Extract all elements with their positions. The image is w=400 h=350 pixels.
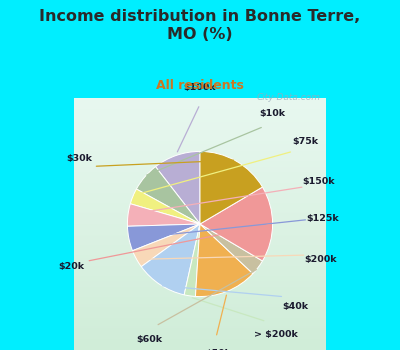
Text: $50k: $50k	[205, 349, 231, 350]
Text: $200k: $200k	[305, 255, 337, 264]
Wedge shape	[136, 167, 200, 224]
Wedge shape	[130, 189, 200, 224]
Text: All residents: All residents	[156, 79, 244, 92]
Wedge shape	[196, 224, 253, 296]
Text: $75k: $75k	[293, 137, 319, 146]
Wedge shape	[128, 224, 200, 251]
Wedge shape	[200, 152, 262, 224]
Wedge shape	[200, 224, 262, 274]
Text: $10k: $10k	[260, 108, 286, 118]
Text: $30k: $30k	[66, 154, 92, 163]
Text: $60k: $60k	[136, 335, 163, 344]
Wedge shape	[156, 152, 200, 224]
Text: $40k: $40k	[283, 302, 309, 311]
Text: > $200k: > $200k	[254, 330, 298, 340]
Wedge shape	[200, 187, 272, 261]
Wedge shape	[132, 224, 200, 267]
Text: $100k: $100k	[184, 83, 216, 92]
Text: $125k: $125k	[307, 215, 339, 223]
Wedge shape	[184, 224, 200, 296]
Text: $20k: $20k	[58, 262, 84, 271]
Text: City-Data.com: City-Data.com	[257, 93, 321, 103]
Text: $150k: $150k	[303, 177, 335, 186]
Text: Income distribution in Bonne Terre,
MO (%): Income distribution in Bonne Terre, MO (…	[39, 9, 361, 42]
Wedge shape	[141, 224, 200, 295]
Wedge shape	[128, 204, 200, 226]
